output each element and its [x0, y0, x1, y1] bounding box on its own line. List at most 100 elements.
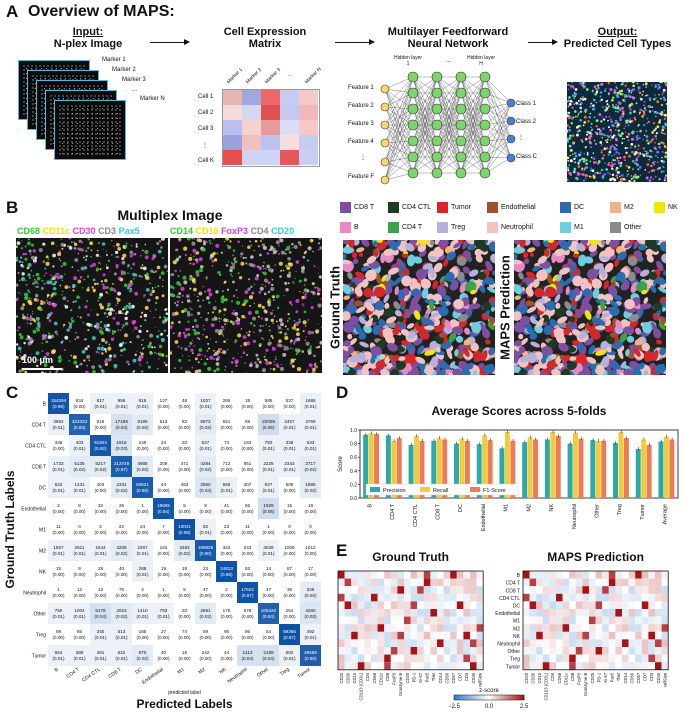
signal-dot	[156, 353, 158, 355]
signal-dot	[86, 354, 91, 359]
signal-dot	[288, 250, 292, 254]
confusion-fraction: (0.98)	[178, 530, 190, 535]
cell-dot	[606, 141, 609, 144]
signal-dot	[129, 289, 132, 293]
heatmap-cell	[450, 593, 457, 602]
signal-dot	[232, 280, 235, 284]
heatmap-cell	[344, 647, 352, 655]
cell-blob	[610, 281, 616, 287]
confusion-count: 336	[55, 440, 63, 445]
signal-dot	[221, 290, 224, 293]
signal-dot	[288, 271, 292, 275]
heatmap-cell	[582, 571, 589, 579]
confusion-cell	[48, 393, 69, 414]
heatmap-col-label: CD163 (CD3L)	[359, 672, 364, 700]
cell-dot	[642, 113, 646, 116]
heatmap-cell	[338, 593, 345, 602]
cell-dot	[601, 174, 605, 178]
cell-dot	[614, 143, 617, 146]
heatmap-cell	[437, 593, 444, 602]
colorbar-tick-label: 0.0	[485, 704, 494, 710]
cell-blob	[386, 240, 393, 245]
signal-dot	[262, 325, 264, 327]
signal-dot	[32, 329, 37, 334]
signal-dot	[267, 290, 271, 294]
cell-dot	[607, 93, 610, 96]
cell-dot	[665, 83, 667, 87]
heatmap-cell	[529, 639, 537, 647]
cell-dot	[568, 102, 572, 106]
heatmap-col-label: FoxP3	[392, 672, 397, 685]
cell-dot	[571, 116, 574, 119]
signal-dot	[256, 357, 260, 361]
confusion-count: 622	[118, 650, 126, 655]
heatmap-cell	[523, 593, 530, 602]
signal-dot	[130, 267, 133, 270]
feature-label-4: Feature 4	[348, 139, 374, 145]
score-bar	[544, 439, 550, 498]
signal-dot	[17, 291, 20, 294]
heatmap-cell	[529, 593, 537, 602]
signal-dot	[104, 340, 108, 344]
signal-dot	[262, 264, 265, 268]
heatmap-cell	[390, 662, 398, 670]
signal-dot	[258, 290, 262, 294]
confusion-cell	[153, 456, 174, 477]
signal-dot	[62, 261, 67, 266]
confusion-count: 793	[160, 608, 168, 613]
signal-dot	[122, 324, 125, 327]
confusion-fraction: (0.00)	[94, 530, 106, 535]
signal-dot	[254, 310, 259, 315]
cell-dot	[615, 150, 619, 154]
signal-dot	[295, 321, 300, 326]
confusion-cell	[48, 624, 69, 645]
confusion-fraction: (0.01)	[52, 425, 64, 430]
cell-blob	[646, 254, 654, 263]
signal-dot	[258, 360, 262, 364]
confusion-cell	[237, 540, 258, 561]
signal-dot	[264, 317, 269, 322]
heatmap-cell	[648, 571, 655, 579]
nn-edge	[484, 108, 512, 140]
heatmap-col-label: CD45	[471, 672, 476, 683]
confusion-count: 213749	[114, 461, 130, 466]
heatmap-cell	[575, 631, 583, 640]
cell-blob	[347, 272, 353, 280]
matrix-cell	[261, 90, 280, 105]
cell-blob	[487, 322, 495, 330]
heatmap-cell	[569, 624, 576, 632]
signal-dot	[17, 346, 22, 351]
confusion-cell	[237, 435, 258, 456]
signal-dot	[45, 299, 48, 302]
confusion-count: 3036	[263, 545, 274, 550]
heatmap-cell	[655, 601, 662, 609]
signal-dot	[156, 265, 161, 270]
signal-dot	[95, 253, 99, 257]
confusion-count: 1037	[200, 398, 211, 403]
cell-dot	[609, 128, 612, 132]
heatmap-cell	[582, 647, 589, 655]
panel-label-c: C	[6, 383, 19, 402]
heatmap-cell	[641, 624, 649, 632]
heatmap-cell	[384, 616, 391, 625]
score-bar	[567, 443, 573, 498]
heatmap-cell	[463, 601, 470, 609]
heatmap-cell	[371, 616, 378, 625]
heatmap-cell	[450, 578, 457, 587]
cell-dot	[578, 129, 581, 132]
score-bar	[623, 438, 629, 498]
signal-dot	[77, 269, 80, 272]
cell-dot	[634, 118, 637, 121]
matrix-cell	[223, 150, 242, 165]
heatmap-cell	[344, 571, 352, 579]
nn-edge	[384, 124, 414, 174]
cell-dot	[567, 105, 570, 108]
cell-dot	[583, 167, 586, 170]
signal-dot	[317, 345, 321, 349]
signal-dot	[186, 238, 191, 241]
colorbar-segment	[458, 695, 461, 700]
cell-dot	[651, 106, 654, 108]
confusion-fraction: (0.00)	[73, 635, 85, 640]
confusion-fraction: (0.01)	[283, 467, 295, 472]
signal-dot	[27, 358, 29, 361]
